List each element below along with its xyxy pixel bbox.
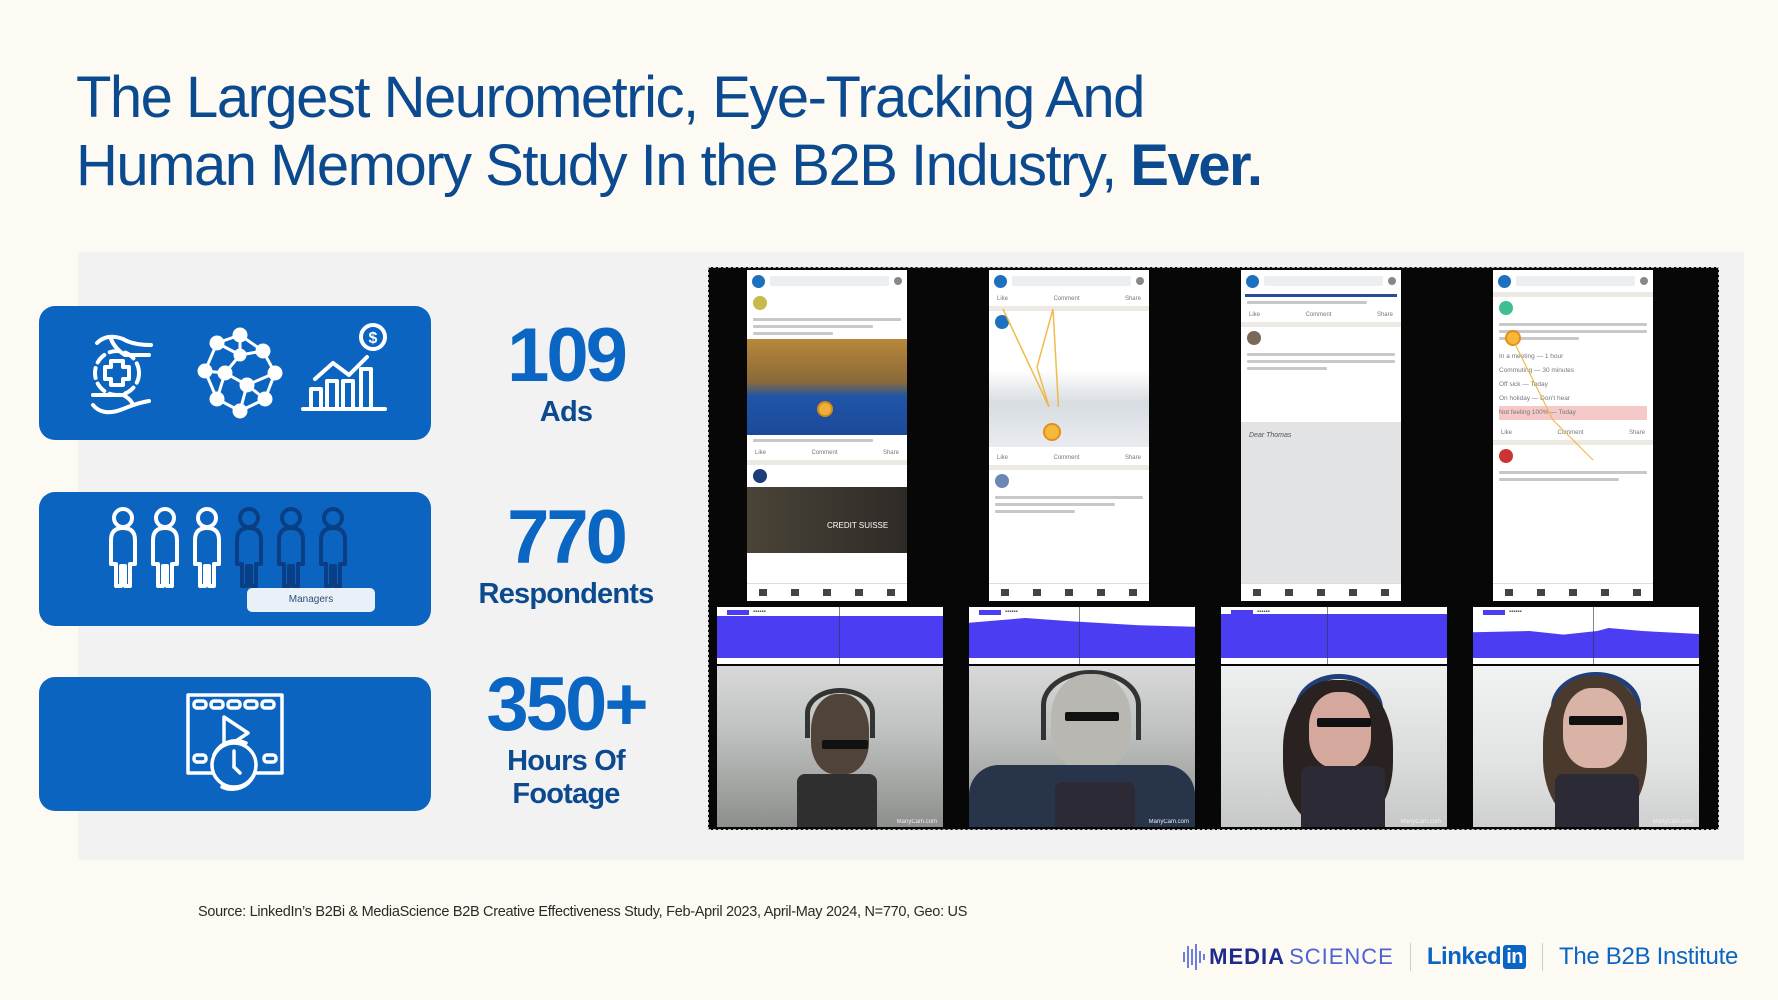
ads-icons: $ <box>91 323 387 419</box>
footage-column-3: Like Comment Share Dear Thomas ▪▪▪▪▪▪ Many… <box>1213 268 1465 829</box>
linkedin-app-icon <box>752 274 765 288</box>
page-title: The Largest Neurometric, Eye-Tracking An… <box>76 64 1263 200</box>
stat-footage-label-2: Footage <box>512 778 620 810</box>
stat-footage-label-1: Hours Of <box>507 745 625 777</box>
avatar <box>1247 331 1261 345</box>
neural-network-icon <box>197 327 283 419</box>
footage-collage: Like Comment Share CREDIT SUISSE ▪▪▪▪▪▪ Ma… <box>708 267 1719 830</box>
logo-divider <box>1541 943 1543 971</box>
linkedin-in-icon: in <box>1503 945 1526 969</box>
respondents-icon-card: Managers <box>39 492 431 626</box>
gaze-point <box>1505 330 1521 346</box>
title-line-1: The Largest Neurometric, Eye-Tracking An… <box>76 65 1145 130</box>
soundwave-icon <box>1183 944 1206 970</box>
biometric-graph-4: ▪▪▪▪▪▪ <box>1473 607 1699 664</box>
phone-screen-4: In a meeting — 1 hour Commuting — 30 min… <box>1493 270 1653 601</box>
post-actions: Like Comment Share <box>755 450 899 456</box>
stat-footage-value: 350+ <box>486 662 648 747</box>
search-bar <box>770 276 889 286</box>
b2b-institute-logo: The B2B Institute <box>1558 943 1738 970</box>
stat-respondents: 770 Respondents <box>470 498 662 611</box>
post-image <box>989 308 1149 447</box>
biometric-graph-1: ▪▪▪▪▪▪ <box>717 607 943 664</box>
hands-medical-cross-icon <box>91 334 153 415</box>
stat-respondents-label: Respondents <box>478 578 655 610</box>
gaze-path <box>1512 339 1594 461</box>
people-group-icon <box>109 507 347 588</box>
logo-divider <box>1409 943 1411 971</box>
mediascience-logo: MEDIA SCIENCE <box>1183 944 1394 970</box>
stat-ads-value: 109 <box>507 313 628 398</box>
source-citation: Source: LinkedIn’s B2Bi & MediaScience B… <box>198 904 968 920</box>
post-image <box>747 339 907 435</box>
footer-logos: MEDIA SCIENCE Linked in The B2B Institute <box>1183 940 1738 974</box>
stat-ads: 109 Ads <box>470 316 662 429</box>
app-nav-bar <box>747 583 907 601</box>
stat-ads-label: Ads <box>539 396 593 428</box>
avatar <box>1499 301 1513 315</box>
avatar <box>995 315 1009 329</box>
gaze-point <box>817 401 833 417</box>
webcam-feed-3: ManyCam.com <box>1221 666 1447 827</box>
avatar <box>753 296 767 310</box>
status-list: In a meeting — 1 hour Commuting — 30 min… <box>1493 344 1653 426</box>
webcam-feed-2: ManyCam.com <box>969 666 1195 827</box>
webcam-feed-4: ManyCam.com <box>1473 666 1699 827</box>
stat-footage: 350+ Hours Of Footage <box>470 665 662 811</box>
footage-column-2: Like Comment Share Like Comment Share ▪▪▪▪▪▪ <box>961 268 1213 829</box>
biometric-graph-3: ▪▪▪▪▪▪ <box>1221 607 1447 664</box>
gaze-path <box>1002 308 1060 407</box>
gaze-point <box>1043 423 1061 441</box>
ads-icon-card: $ <box>39 306 431 440</box>
svg-text:$: $ <box>369 330 378 347</box>
footage-column-4: In a meeting — 1 hour Commuting — 30 min… <box>1465 268 1717 829</box>
webcam-feed-1: ManyCam.com <box>717 666 943 827</box>
message-icon <box>894 277 902 285</box>
handwritten-note: Dear Thomas <box>1241 422 1401 583</box>
biometric-graph-2: ▪▪▪▪▪▪ <box>969 607 1195 664</box>
title-emphasis: Ever. <box>1130 133 1263 198</box>
ad-image: CREDIT SUISSE <box>747 487 907 553</box>
stat-respondents-value: 770 <box>507 495 628 580</box>
phone-screen-1: Like Comment Share CREDIT SUISSE <box>747 270 907 601</box>
managers-tag: Managers <box>247 588 375 612</box>
video-clock-icon <box>186 693 284 791</box>
title-line-2: Human Memory Study In the B2B Industry, … <box>76 132 1263 200</box>
title-line-2-regular: Human Memory Study In the B2B Industry, <box>76 133 1131 198</box>
avatar <box>753 469 767 483</box>
phone-screen-2: Like Comment Share Like Comment Share <box>989 270 1149 601</box>
growth-chart-dollar-icon: $ <box>301 323 387 411</box>
phone-screen-3: Like Comment Share Dear Thomas <box>1241 270 1401 601</box>
linkedin-logo: Linked in <box>1427 943 1526 971</box>
footage-icon-card <box>39 677 431 811</box>
footage-column-1: Like Comment Share CREDIT SUISSE ▪▪▪▪▪▪ Ma… <box>709 268 961 829</box>
